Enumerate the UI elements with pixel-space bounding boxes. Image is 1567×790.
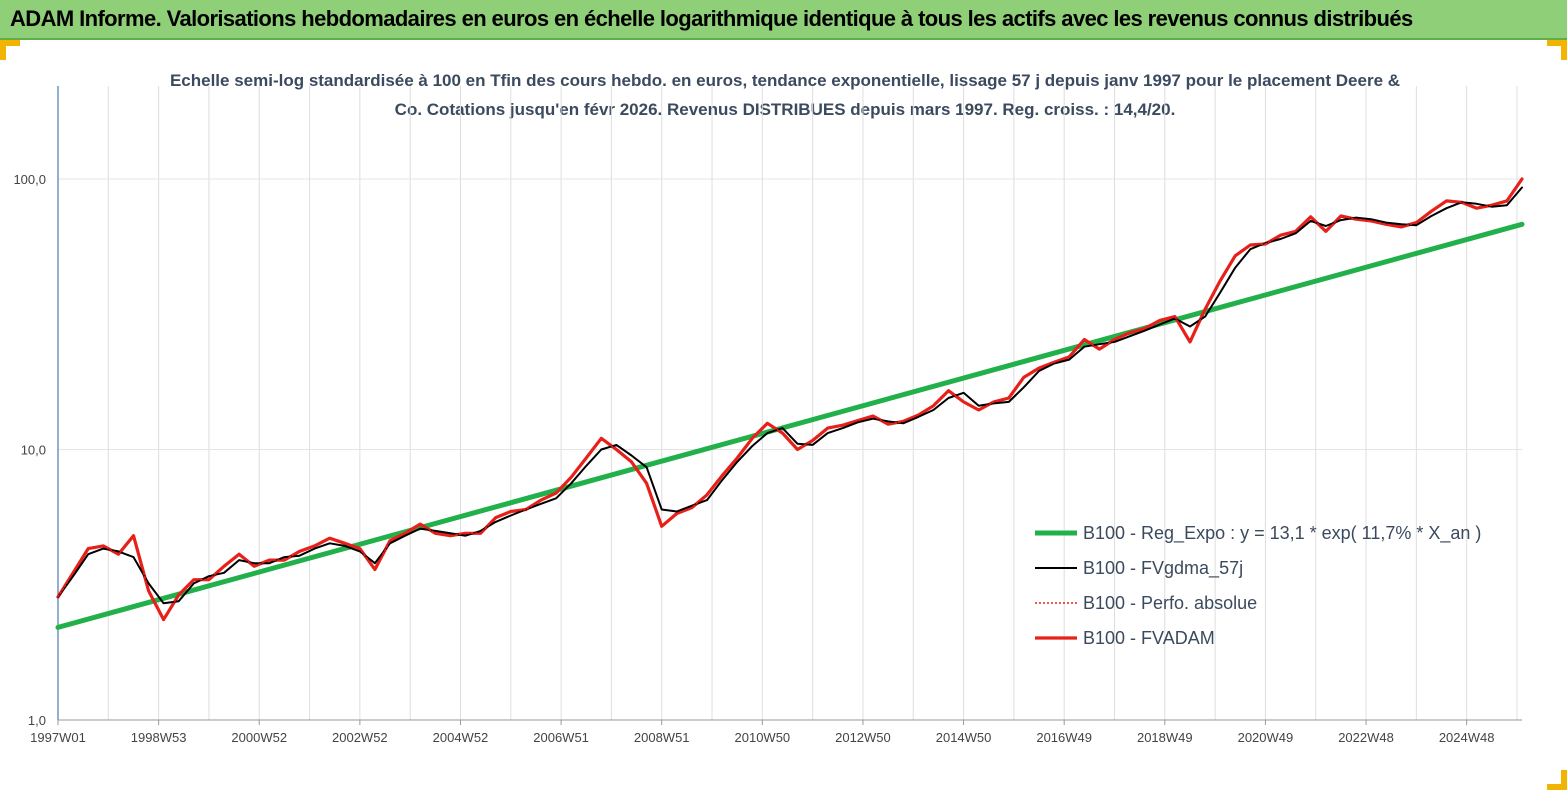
series-line-0 <box>55 221 1525 630</box>
x-tick-label: 2014W50 <box>936 730 992 745</box>
x-tick-label: 1998W53 <box>131 730 187 745</box>
x-tick-label: 2010W50 <box>735 730 791 745</box>
x-tick-label: 2004W52 <box>433 730 489 745</box>
y-tick-label: 100,0 <box>13 172 46 187</box>
axes: 1,0 10,0 100,0 1997W01 1998W53 2000W52 2002W52… <box>13 86 1522 745</box>
series-line-3 <box>56 177 1524 622</box>
chart-subtitle: Echelle semi-log standardisée à 100 en T… <box>169 71 1401 119</box>
corner-accent-top-right <box>1547 40 1567 60</box>
corner-accent-bottom-right <box>1547 770 1567 790</box>
x-tick-label: 2024W48 <box>1439 730 1495 745</box>
x-tick-label: 2016W49 <box>1036 730 1092 745</box>
legend-label: B100 - FVADAM <box>1083 628 1215 648</box>
x-tick-label: 2000W52 <box>231 730 287 745</box>
x-tick-label: 1997W01 <box>30 730 86 745</box>
x-tick-label: 2022W48 <box>1338 730 1394 745</box>
legend-label: B100 - FVgdma_57j <box>1083 558 1243 579</box>
y-tick-label: 10,0 <box>21 443 46 458</box>
grid-lines <box>58 86 1522 721</box>
series-lines <box>55 177 1525 630</box>
x-tick-label: 2006W51 <box>533 730 589 745</box>
x-tick-label: 2020W49 <box>1238 730 1294 745</box>
banner-title: ADAM Informe. Valorisations hebdomadaire… <box>10 6 1413 31</box>
series-line-1 <box>57 186 1523 605</box>
x-tick-label: 2002W52 <box>332 730 388 745</box>
legend-label: B100 - Reg_Expo : y = 13,1 * exp( 11,7% … <box>1083 523 1481 544</box>
x-tick-label: 2008W51 <box>634 730 690 745</box>
corner-accent-top-left <box>0 40 20 60</box>
title-banner: ADAM Informe. Valorisations hebdomadaire… <box>0 0 1567 40</box>
legend-label: B100 - Perfo. absolue <box>1083 593 1257 613</box>
series-line-2 <box>57 178 1523 621</box>
legend: B100 - Reg_Expo : y = 13,1 * exp( 11,7% … <box>1035 523 1481 648</box>
x-tick-label: 2012W50 <box>835 730 891 745</box>
x-tick-label: 2018W49 <box>1137 730 1193 745</box>
y-tick-label: 1,0 <box>28 713 46 728</box>
